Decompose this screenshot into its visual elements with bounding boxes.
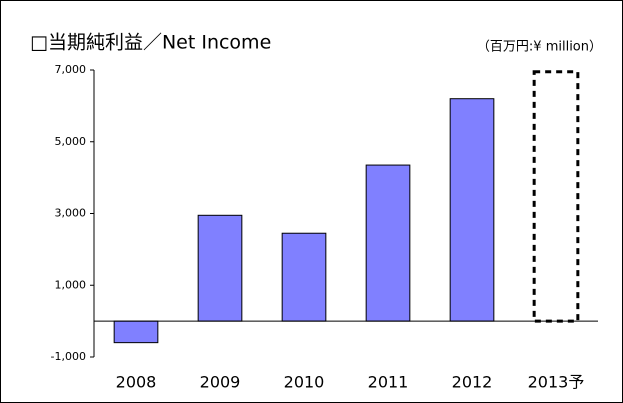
x-tick-label: 2008	[116, 373, 157, 392]
bar	[281, 232, 327, 322]
y-tick-label: 7,000	[55, 63, 87, 76]
y-tick-label: -1,000	[51, 350, 86, 363]
x-tick-label: 2010	[284, 373, 325, 392]
x-tick-label: 2013予	[528, 373, 585, 392]
bar	[449, 98, 495, 322]
chart-title: □当期純利益／Net Income	[30, 32, 271, 54]
bar	[113, 320, 159, 344]
x-tick-label: 2012	[452, 373, 493, 392]
y-tick-label: 1,000	[55, 278, 87, 291]
y-tick-label: 5,000	[55, 135, 87, 148]
x-tick-label: 2009	[200, 373, 241, 392]
bar	[365, 164, 411, 322]
y-tick-label: 3,000	[55, 207, 87, 220]
bar	[197, 214, 243, 322]
bar	[532, 70, 580, 323]
x-tick-label: 2011	[368, 373, 409, 392]
unit-label: （百万円:¥ million）	[477, 40, 602, 55]
